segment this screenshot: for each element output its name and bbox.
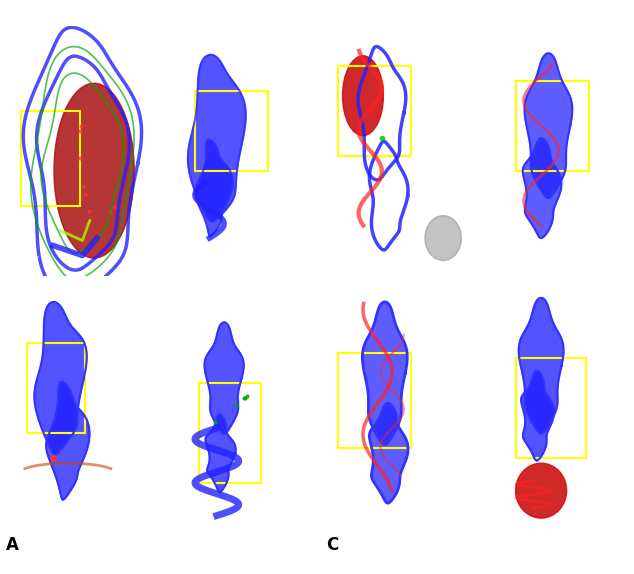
Bar xyxy=(338,66,411,156)
Text: PBS: PBS xyxy=(164,508,183,518)
Bar xyxy=(338,354,411,448)
Text: iMSC_Ang1: iMSC_Ang1 xyxy=(15,507,70,518)
Polygon shape xyxy=(363,302,407,445)
Text: C: C xyxy=(327,536,339,554)
Text: iMSC_Ang1: iMSC_Ang1 xyxy=(332,507,387,518)
Text: iMSC: iMSC xyxy=(332,255,356,266)
Text: Sham: Sham xyxy=(481,255,509,266)
Polygon shape xyxy=(205,323,243,434)
Polygon shape xyxy=(46,382,89,500)
Bar xyxy=(21,111,79,205)
Polygon shape xyxy=(524,53,573,198)
Ellipse shape xyxy=(342,56,384,135)
Polygon shape xyxy=(205,414,236,492)
Text: iMSC: iMSC xyxy=(15,255,39,266)
Polygon shape xyxy=(370,404,408,503)
Text: A: A xyxy=(6,536,19,554)
Polygon shape xyxy=(195,139,233,236)
Polygon shape xyxy=(188,55,246,222)
Bar xyxy=(195,91,268,170)
Text: Sham: Sham xyxy=(164,255,192,266)
Polygon shape xyxy=(521,371,554,461)
Polygon shape xyxy=(523,138,562,238)
Ellipse shape xyxy=(54,83,134,258)
Ellipse shape xyxy=(515,463,567,518)
Bar xyxy=(27,343,86,433)
Text: PBS: PBS xyxy=(481,508,500,518)
Polygon shape xyxy=(34,302,87,455)
Bar xyxy=(516,358,586,458)
Bar xyxy=(516,81,589,170)
Bar xyxy=(199,383,261,483)
Ellipse shape xyxy=(425,216,462,261)
Polygon shape xyxy=(519,298,564,434)
